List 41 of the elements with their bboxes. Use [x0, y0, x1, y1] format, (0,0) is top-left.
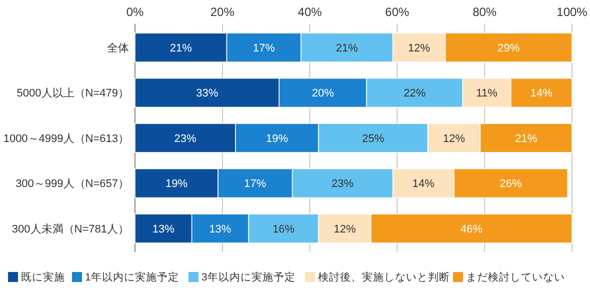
- data-label: 17%: [252, 42, 276, 54]
- data-label: 21%: [336, 42, 358, 54]
- data-label: 26%: [500, 178, 522, 190]
- x-tick-label: 0%: [126, 5, 144, 19]
- data-label: 13%: [209, 223, 232, 236]
- x-tick-label: 40%: [298, 5, 322, 19]
- data-label: 17%: [244, 178, 266, 190]
- legend-label: 1年以内に実施予定: [85, 270, 179, 284]
- data-label: 11%: [476, 88, 498, 100]
- y-tick-label: 5000人以上（N=479）: [16, 86, 129, 100]
- data-label: 19%: [166, 178, 188, 190]
- data-label: 23%: [332, 178, 354, 190]
- data-label: 12%: [334, 223, 356, 236]
- data-label: 12%: [408, 42, 430, 54]
- data-label: 14%: [530, 88, 553, 100]
- data-label: 14%: [412, 178, 435, 190]
- y-tick-label: 1000～4999人（N=613）: [3, 132, 129, 145]
- data-label: 25%: [362, 132, 384, 145]
- legend-label: 3年以内に実施予定: [202, 270, 296, 284]
- x-tick-label: 20%: [210, 5, 235, 19]
- data-label: 12%: [442, 132, 466, 145]
- data-label: 21%: [515, 132, 538, 145]
- x-tick-label: 80%: [472, 5, 497, 19]
- legend-label: 既に実施: [21, 270, 65, 284]
- y-tick-label: 全体: [107, 42, 129, 54]
- data-label: 13%: [152, 223, 175, 236]
- y-tick-label: 300～999人（N=657）: [16, 178, 129, 190]
- legend-label: まだ検討していない: [466, 270, 565, 284]
- data-label: 21%: [170, 42, 192, 54]
- data-label: 19%: [266, 132, 288, 145]
- x-tick-label: 60%: [385, 5, 410, 19]
- data-label: 46%: [460, 223, 483, 236]
- data-label: 22%: [404, 88, 426, 100]
- y-tick-label: 300人未満（N=781人）: [12, 222, 129, 236]
- data-label: 23%: [174, 132, 196, 145]
- data-label: 33%: [196, 88, 218, 100]
- data-label: 29%: [498, 42, 520, 54]
- data-label: 16%: [272, 223, 295, 236]
- data-label: 20%: [312, 88, 334, 100]
- legend-label: 検討後、実施しないと判断: [318, 270, 450, 284]
- x-tick-label: 100%: [556, 5, 588, 19]
